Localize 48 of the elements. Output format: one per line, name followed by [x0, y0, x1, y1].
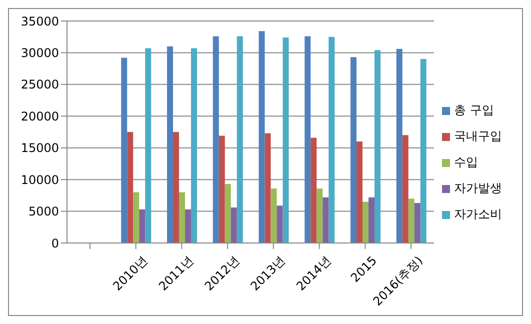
- bar: [167, 46, 174, 243]
- bar: [402, 135, 408, 243]
- bar: [310, 138, 317, 243]
- bar: [368, 197, 375, 243]
- bar: [316, 188, 323, 243]
- bar: [236, 36, 243, 243]
- bar: [218, 136, 225, 243]
- legend-label: 총 구입: [454, 103, 494, 117]
- bar: [276, 206, 283, 243]
- y-tick-label: 20000: [20, 109, 59, 124]
- legend-label: 자가소비: [454, 207, 502, 221]
- y-tick-label: 35000: [20, 14, 59, 28]
- bar: [362, 202, 369, 243]
- y-tick-label: 5000: [28, 204, 59, 219]
- bar: [264, 133, 271, 243]
- bar: [191, 48, 198, 243]
- bar: [121, 58, 128, 243]
- bar: [356, 142, 363, 243]
- bar: [185, 209, 192, 243]
- bar: [139, 209, 146, 243]
- legend-label: 국내구입: [454, 129, 502, 143]
- bar: [224, 184, 231, 243]
- bar: [127, 132, 134, 243]
- y-tick-label: 15000: [20, 141, 59, 156]
- y-tick-label: 30000: [20, 46, 59, 60]
- y-tick-label: 10000: [20, 172, 59, 187]
- bar: [304, 36, 311, 243]
- bar: [133, 192, 140, 243]
- legend-label: 자가발생: [454, 181, 502, 195]
- bar: [145, 48, 152, 243]
- bar: [408, 198, 414, 243]
- bar: [258, 31, 265, 243]
- bar: [350, 57, 357, 243]
- bar: [282, 37, 289, 243]
- bar: [420, 59, 426, 243]
- bar: [396, 48, 402, 243]
- y-tick-label: 0: [51, 236, 59, 250]
- bar: [374, 50, 381, 243]
- bar: [173, 132, 180, 243]
- bar: [414, 203, 420, 243]
- legend-label: 수입: [454, 155, 478, 169]
- bar: [179, 192, 186, 243]
- y-tick-label: 25000: [20, 78, 59, 92]
- bar: [212, 36, 219, 243]
- bar: [270, 188, 277, 243]
- bar: [328, 36, 335, 243]
- bar: [230, 207, 237, 243]
- bar: [322, 197, 329, 243]
